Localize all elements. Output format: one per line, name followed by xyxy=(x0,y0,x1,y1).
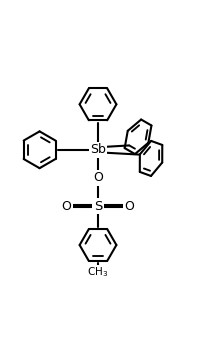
Text: O: O xyxy=(93,171,103,184)
Text: O: O xyxy=(62,199,71,213)
Text: CH$_3$: CH$_3$ xyxy=(87,266,109,279)
Text: O: O xyxy=(125,199,134,213)
Text: S: S xyxy=(94,199,102,213)
Text: Sb: Sb xyxy=(90,143,106,156)
